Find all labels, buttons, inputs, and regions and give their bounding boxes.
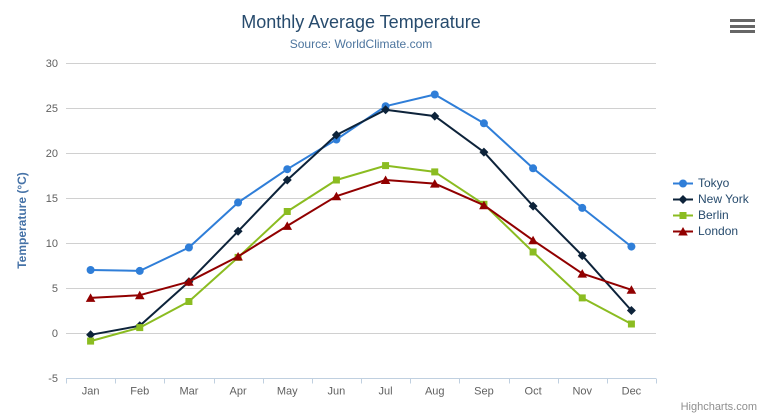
data-point-new-york-aug[interactable] [430,111,440,121]
legend-item-berlin[interactable]: Berlin [673,209,749,222]
x-axis-label: Jul [379,386,393,398]
y-axis-tick-label: 15 [46,193,58,205]
data-point-new-york-may[interactable] [282,175,292,185]
legend-label: New York [698,192,749,206]
x-axis-label: Aug [425,386,445,398]
credits-link[interactable]: Highcharts.com [680,401,757,413]
legend-marker-triangle-icon [673,227,693,236]
x-axis-label: Jan [82,386,100,398]
data-point-tokyo-dec[interactable] [627,242,636,251]
x-axis-label: May [277,386,298,398]
data-point-berlin-nov[interactable] [578,294,586,302]
data-point-london-dec[interactable] [626,285,637,294]
series-line-berlin[interactable] [89,164,633,343]
data-point-tokyo-oct[interactable] [529,164,538,173]
data-point-new-york-apr[interactable] [233,226,243,236]
x-axis-label: Apr [230,386,247,398]
legend-marker-shape[interactable] [678,227,688,236]
series-line-tokyo[interactable] [89,93,633,272]
data-point-london-mar[interactable] [184,277,194,286]
legend-item-london[interactable]: London [673,225,749,238]
data-point-berlin-aug[interactable] [431,168,439,176]
legend-item-tokyo[interactable]: Tokyo [673,177,749,190]
data-point-berlin-oct[interactable] [529,248,537,256]
y-axis-tick-label: 30 [46,58,58,70]
x-axis-label: Feb [130,386,149,398]
legend-marker-square-icon [673,212,693,219]
hamburger-menu-icon [730,24,755,28]
data-point-london-may[interactable] [282,221,293,230]
data-point-tokyo-jan[interactable] [86,266,95,274]
y-axis-tick-label: 5 [52,283,58,295]
data-point-london-feb[interactable] [134,290,145,300]
x-axis-label: Dec [622,386,642,398]
data-point-new-york-oct[interactable] [528,201,538,211]
legend-marker-shape[interactable] [679,179,687,188]
y-axis-tick-label: -5 [48,373,58,385]
data-point-new-york-jun[interactable] [331,130,341,140]
data-point-london-jun[interactable] [331,191,342,201]
data-point-berlin-feb[interactable] [136,324,144,332]
export-menu-button[interactable] [730,19,755,33]
data-point-new-york-jan[interactable] [86,330,96,340]
hamburger-menu-icon [730,30,755,33]
x-axis-label: Oct [525,386,542,398]
data-point-london-jan[interactable] [85,293,96,302]
chart-title: Monthly Average Temperature [241,12,481,32]
y-axis-tick-label: 0 [52,328,58,340]
data-point-berlin-jan[interactable] [87,337,95,345]
data-point-tokyo-apr[interactable] [234,198,243,207]
data-point-berlin-may[interactable] [283,208,291,215]
legend-label: Berlin [698,208,729,222]
x-axis-label: Jun [328,386,346,398]
data-point-berlin-mar[interactable] [185,298,193,305]
data-point-new-york-jul[interactable] [381,105,391,115]
data-point-tokyo-sep[interactable] [479,119,488,128]
legend-item-new-york[interactable]: New York [673,193,749,206]
data-point-tokyo-feb[interactable] [135,266,144,275]
y-axis-title: Temperature (°C) [15,172,29,269]
data-point-tokyo-nov[interactable] [578,203,587,212]
data-point-tokyo-aug[interactable] [430,90,439,99]
x-axis-label: Mar [179,386,198,398]
legend-marker-shape[interactable] [679,212,687,219]
legend-marker-diamond-icon [673,195,693,204]
y-axis-tick-label: 20 [46,148,58,160]
data-point-new-york-dec[interactable] [626,306,636,315]
series-line-new-york[interactable] [89,108,633,336]
series-line-london[interactable] [89,179,633,299]
data-point-london-aug[interactable] [429,179,440,188]
data-point-berlin-jul[interactable] [382,162,390,170]
data-point-tokyo-mar[interactable] [184,243,193,252]
legend-label: Tokyo [698,176,730,190]
legend-label: London [698,224,739,238]
legend-marker-shape[interactable] [678,195,688,204]
x-axis-label: Sep [474,386,494,398]
data-point-new-york-sep[interactable] [479,147,489,157]
legend-marker-circle-icon [673,179,693,188]
data-point-london-apr[interactable] [233,252,243,261]
data-point-london-oct[interactable] [528,235,538,245]
data-point-tokyo-may[interactable] [283,165,292,174]
chart-subtitle: Source: WorldClimate.com [289,37,433,51]
data-point-london-nov[interactable] [577,269,588,278]
hamburger-menu-icon [730,19,755,22]
x-axis-label: Nov [572,386,592,398]
data-point-london-sep[interactable] [479,200,489,210]
data-point-berlin-dec[interactable] [627,320,635,328]
y-axis-tick-label: 10 [46,238,58,250]
data-point-london-jul[interactable] [380,175,391,185]
data-point-berlin-jun[interactable] [332,176,340,184]
legend: Tokyo New York Berlin London [673,177,749,238]
data-point-new-york-nov[interactable] [577,251,587,261]
y-axis-tick-label: 25 [46,103,58,115]
